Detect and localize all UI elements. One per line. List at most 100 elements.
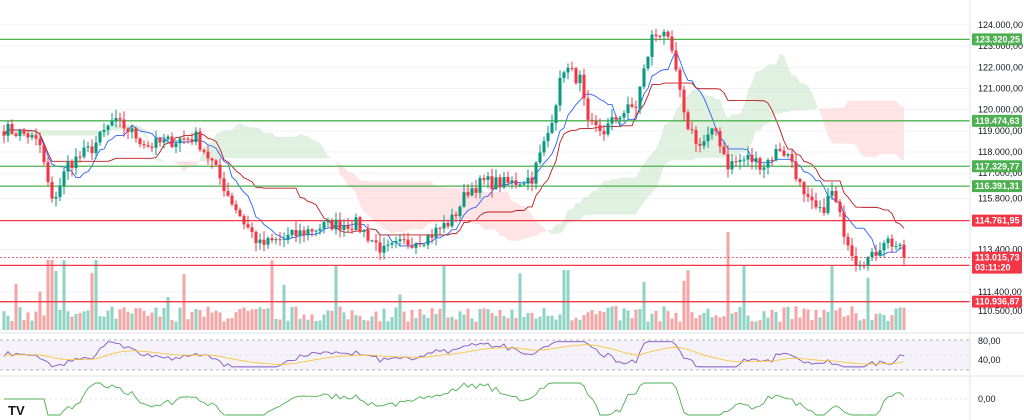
volume-bar [522,316,526,330]
volume-bar [762,311,766,330]
candle-body [194,131,198,142]
cloud-segment [540,224,544,233]
cloud-segment [520,205,524,241]
cloud-segment [52,130,56,136]
cloud-segment [440,186,444,223]
candle-body [122,119,126,129]
volume-bar [690,312,694,330]
current-price-label: 113.015,73 [975,253,1020,263]
volume-bar [322,314,326,330]
volume-bar [302,314,306,330]
volume-bar [202,316,206,330]
candle-body [510,180,514,183]
volume-bar [314,321,318,330]
cloud-segment [752,71,756,143]
cloud-segment [588,190,592,216]
candle-body [506,177,510,183]
volume-bar [694,318,698,330]
cloud-segment [848,100,852,144]
volume-bar [458,311,462,330]
volume-bar [330,310,334,330]
tradingview-logo: TV [8,403,25,418]
candle-body [650,34,654,57]
volume-bar [766,317,770,330]
volume-bar [774,312,778,330]
candle-body [554,105,558,124]
candle-body [858,265,862,267]
candle-body [706,134,710,142]
candle-body [762,167,766,170]
candle-body [826,195,830,213]
cloud-segment [764,64,768,126]
volume-bar [130,313,134,330]
candle-body [94,142,98,154]
level-label: 117.329,77 [975,161,1020,171]
cloud-segment [112,124,116,130]
candle-body [830,190,834,196]
volume-bar [826,311,830,330]
volume-bar [266,308,270,330]
candle-body [450,214,454,227]
volume-bar [830,265,834,330]
candle-body [38,138,42,146]
volume-bar [154,307,158,330]
volume-bar [334,265,338,330]
candle-body [54,196,58,199]
volume-bar [726,232,730,330]
candle-body [810,196,814,201]
volume-bar [786,306,790,330]
volume-bar [598,311,602,330]
cloud-segment [800,82,804,111]
cloud-segment [144,129,148,144]
candle-body [34,135,38,139]
volume-bar [22,320,26,330]
candle-body [118,118,122,120]
cloud-segment [828,108,832,144]
candle-body [78,156,82,158]
cloud-segment [548,230,552,235]
candle-body [6,124,10,136]
volume-bar [94,260,98,330]
cloud-segment [64,130,68,136]
volume-bar [146,315,150,330]
volume-bar [622,308,626,330]
kijun-line [3,82,905,236]
candle-body [42,145,46,163]
volume-bar [602,312,606,330]
momentum-tick-label: 0,00 [978,394,996,404]
candle-body [438,227,442,229]
volume-bar [502,315,506,330]
volume-bar [642,281,646,330]
volume-bar [566,270,570,330]
candle-body [462,192,466,207]
volume-bar [426,317,430,330]
cloud-segment [476,188,480,225]
volume-bar [378,321,382,330]
volume-bar [438,308,442,330]
candle-body [602,130,606,135]
volume-bar [466,308,470,330]
candle-body [838,201,842,213]
candle-body [802,182,806,195]
volume-bar [354,315,358,330]
candle-body [82,147,86,157]
price-tick-label: 124.000,00 [978,20,1023,30]
candle-body [890,238,894,247]
volume-bar [86,310,90,330]
candle-body [106,125,110,130]
candle-body [338,219,342,230]
volume-bar [554,319,558,330]
candle-body [346,225,350,229]
price-tick-label: 115.800,00 [978,194,1022,204]
volume-bar [610,306,614,330]
cloud-segment [844,100,848,144]
candle-body [518,184,522,186]
candle-body [166,136,170,140]
candle-body [282,238,286,240]
volume-bar [586,312,590,330]
volume-bar [842,316,846,330]
volume-bar [794,306,798,330]
cloud-segment [832,107,836,144]
candle-body [374,240,378,243]
